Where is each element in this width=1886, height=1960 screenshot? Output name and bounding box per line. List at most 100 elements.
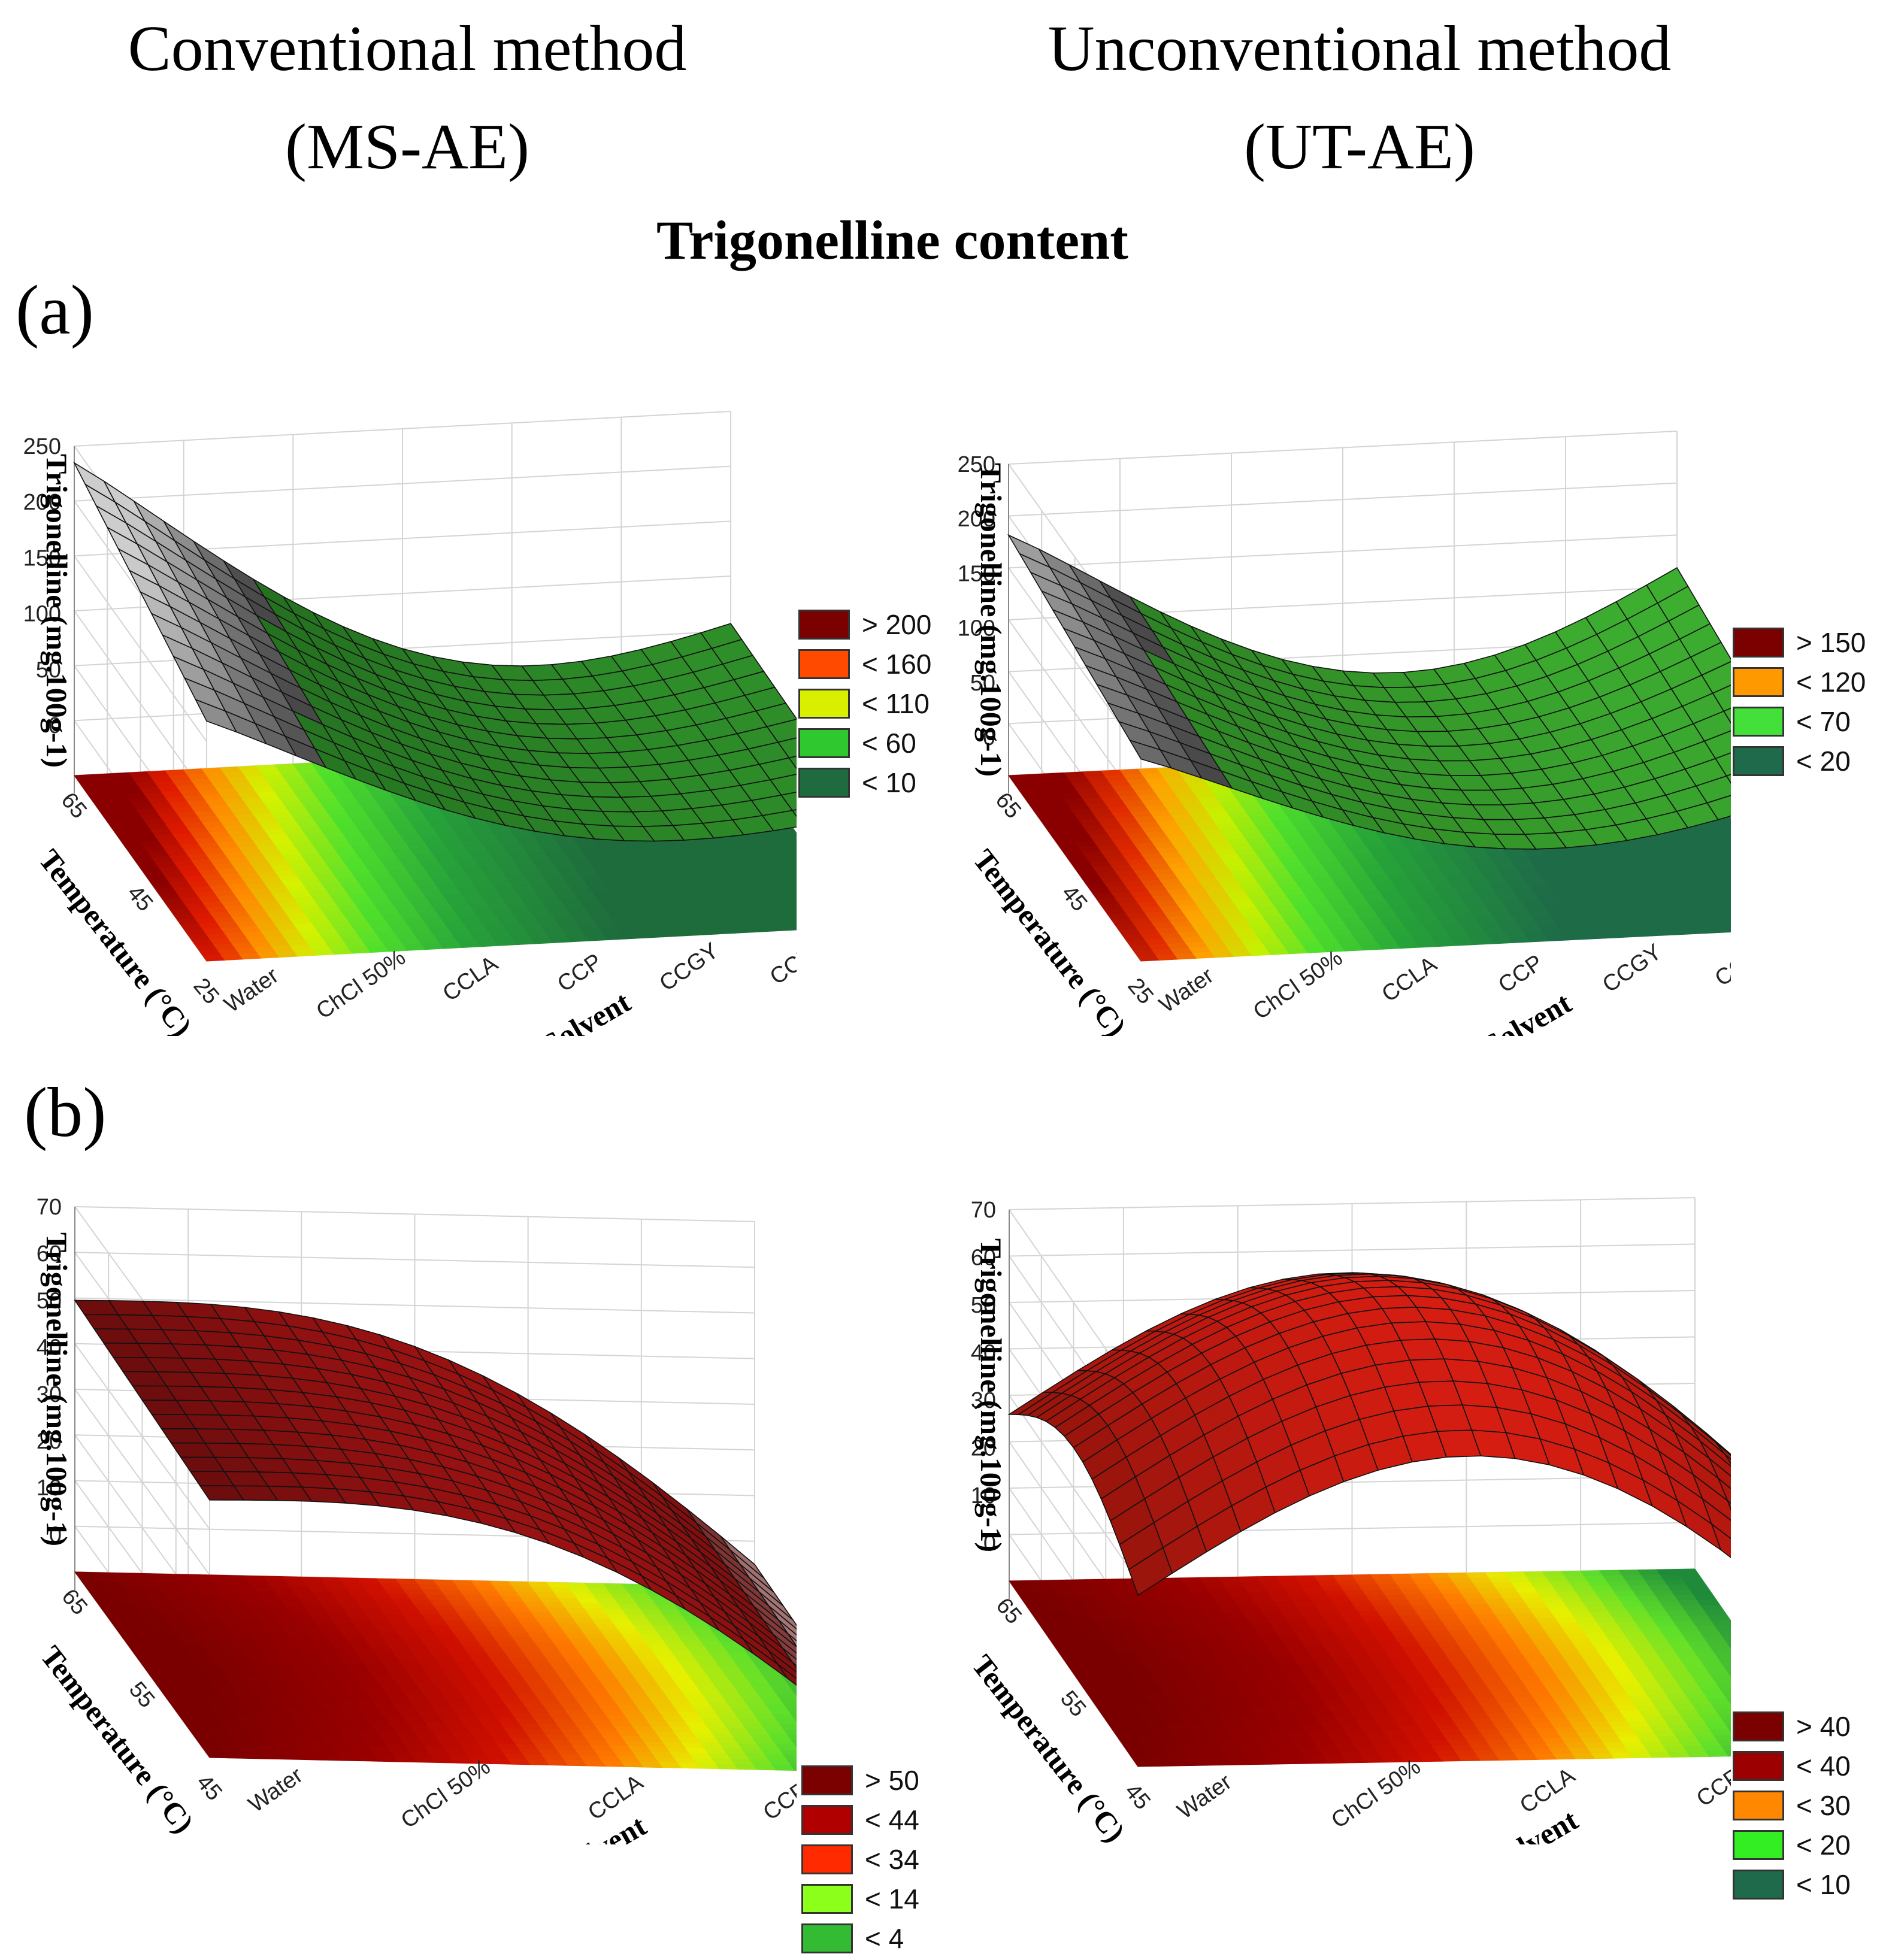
- contour-cell: [1036, 1591, 1058, 1596]
- contour-cell: [1013, 1586, 1036, 1591]
- contour-cell: [1359, 1585, 1382, 1591]
- contour-cell: [1550, 1582, 1573, 1587]
- contour-cell: [1638, 1570, 1661, 1575]
- contour-cell: [1493, 1583, 1515, 1588]
- contour-cell: [1470, 1578, 1493, 1583]
- solvent-tick-label: CCP: [1494, 950, 1548, 998]
- solvent-tick-label: CCXY: [1711, 935, 1731, 992]
- contour-cell: [1226, 1588, 1249, 1593]
- contour-cell: [1085, 1579, 1108, 1585]
- contour-cell: [1104, 1579, 1127, 1585]
- z-axis-title: Trigonelline (mg.100g-1): [40, 1232, 74, 1546]
- contour-cell: [1073, 1590, 1096, 1595]
- contour-cell: [1413, 1579, 1436, 1584]
- contour-cell: [1242, 1582, 1264, 1587]
- solvent-tick-label: ChCl 50%: [312, 945, 410, 1025]
- contour-cell: [1203, 1583, 1226, 1588]
- contour-cell: [1184, 1583, 1207, 1588]
- contour-cell: [1279, 1581, 1302, 1586]
- contour-cell: [1561, 1571, 1584, 1576]
- contour-cell: [1436, 1583, 1458, 1589]
- contour-cell: [1600, 1570, 1622, 1576]
- right-title-line1: Unconventional method: [982, 12, 1737, 86]
- contour-cell: [1168, 1588, 1191, 1594]
- contour-cell: [1066, 1580, 1089, 1585]
- contour-cell: [1340, 1585, 1363, 1591]
- contour-cell: [1070, 1585, 1092, 1590]
- z-tick-label: 70: [37, 1195, 62, 1220]
- contour-cell: [1298, 1581, 1321, 1586]
- contour-cell: [1378, 1585, 1401, 1590]
- solvent-tick-label: CCLA: [1378, 952, 1442, 1007]
- contour-cell: [1657, 1570, 1679, 1575]
- contour-cell: [1397, 1585, 1420, 1590]
- contour-cell: [1527, 1577, 1550, 1582]
- contour-cell: [1295, 1576, 1318, 1581]
- solvent-tick-label: Water: [1155, 963, 1218, 1018]
- contour-cell: [1416, 1584, 1439, 1589]
- contour-cell: [1276, 1576, 1298, 1582]
- contour-cell: [1619, 1570, 1642, 1576]
- contour-cell: [1337, 1580, 1360, 1586]
- contour-cell: [1394, 1579, 1416, 1585]
- contour-cell: [1051, 1585, 1074, 1591]
- contour-cell: [1448, 1573, 1470, 1579]
- solvent-tick-label: ChCl 50%: [396, 1754, 495, 1834]
- contour-cell: [1318, 1580, 1340, 1586]
- contour-cell: [1642, 1575, 1664, 1580]
- contour-cell: [1028, 1580, 1051, 1586]
- contour-cell: [1302, 1586, 1325, 1591]
- temperature-tick-label: 45: [192, 1770, 227, 1805]
- contour-cell: [1581, 1571, 1603, 1576]
- contour-cell: [1200, 1577, 1222, 1583]
- contour-cell: [1454, 1583, 1477, 1589]
- contour-cell: [1409, 1574, 1432, 1579]
- contour-cell: [1264, 1586, 1286, 1592]
- solvent-tick-label: CCGY: [1598, 940, 1666, 998]
- solvent-tick-label: CCXY: [765, 933, 797, 990]
- contour-cell: [1260, 1582, 1283, 1587]
- contour-cell: [1508, 1577, 1531, 1583]
- contour-cell: [1676, 1569, 1699, 1574]
- contour-cell: [1451, 1578, 1474, 1583]
- contour-cell: [1165, 1583, 1188, 1589]
- contour-cell: [1048, 1580, 1070, 1585]
- solvent-axis-title: Solvent: [537, 984, 636, 1036]
- contour-cell: [1314, 1576, 1337, 1581]
- contour-cell: [1352, 1574, 1375, 1580]
- contour-cell: [1466, 1573, 1489, 1578]
- contour-cell: [1565, 1576, 1588, 1582]
- contour-cell: [1504, 1572, 1527, 1577]
- solvent-tick-label: CCP: [759, 1777, 797, 1825]
- contour-cell: [1524, 1571, 1546, 1577]
- temperature-tick-label: 55: [124, 1677, 159, 1713]
- contour-cell: [1180, 1577, 1203, 1583]
- temperature-tick-label: 25: [189, 974, 224, 1009]
- z-axis-title: Trigonelline (mg.100g-1): [40, 454, 74, 768]
- solvent-tick-label: Water: [244, 1762, 307, 1817]
- contour-cell: [1092, 1589, 1115, 1595]
- contour-cell: [1257, 1576, 1279, 1582]
- contour-cell: [1219, 1577, 1242, 1582]
- temperature-tick-label: 65: [57, 1585, 92, 1620]
- contour-cell: [1150, 1589, 1173, 1594]
- contour-cell: [1713, 900, 1731, 906]
- contour-cell: [1473, 1583, 1496, 1588]
- solvent-tick-label: CCP: [553, 949, 607, 997]
- contour-cell: [1622, 1575, 1645, 1580]
- contour-cell: [1222, 1582, 1245, 1588]
- contour-cell: [1603, 1576, 1626, 1581]
- contour-cell: [1546, 1577, 1569, 1582]
- contour-cell: [1161, 1578, 1184, 1583]
- contour-cell: [1543, 1571, 1566, 1577]
- left-column-title: Conventional method (MS-AE): [48, 12, 767, 184]
- contour-cell: [1032, 1586, 1055, 1591]
- contour-cell: [1016, 1591, 1039, 1597]
- contour-cell: [1390, 1574, 1413, 1579]
- contour-cell: [1188, 1588, 1210, 1594]
- contour-cell: [1333, 1575, 1356, 1580]
